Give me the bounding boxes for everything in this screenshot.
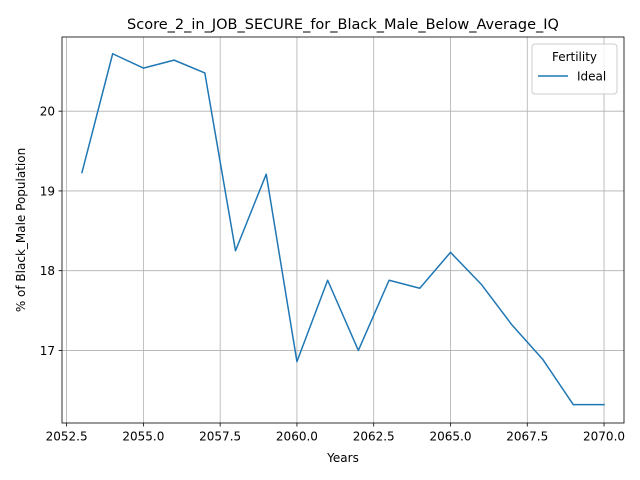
x-tick-label: 2055.0 — [122, 430, 164, 444]
legend-entry-ideal: Ideal — [577, 70, 606, 84]
y-tick-label: 20 — [40, 105, 55, 119]
x-axis-label: Years — [326, 451, 359, 465]
y-tick-label: 19 — [40, 184, 55, 198]
series-line-ideal — [81, 53, 605, 406]
x-tick-label: 2062.5 — [353, 430, 395, 444]
legend: Fertility Ideal — [531, 43, 618, 95]
x-tick-label: 2057.5 — [199, 430, 241, 444]
plot-frame — [61, 36, 625, 424]
chart-title: Score_2_in_JOB_SECURE_for_Black_Male_Bel… — [127, 17, 559, 33]
grid-lines — [62, 37, 624, 423]
y-tick-label: 17 — [40, 344, 55, 358]
legend-title: Fertility — [552, 50, 597, 64]
x-tick-label: 2067.5 — [506, 430, 548, 444]
y-axis-label: % of Black_Male Population — [14, 148, 28, 312]
y-tick-label: 18 — [40, 264, 55, 278]
x-tick-label: 2065.0 — [429, 430, 471, 444]
x-tick-label: 2060.0 — [276, 430, 318, 444]
legend-box — [531, 43, 618, 95]
x-tick-label: 2070.0 — [583, 430, 625, 444]
series-lines — [81, 53, 605, 406]
x-tick-label: 2052.5 — [46, 430, 88, 444]
axis-ticks: 2052.5 2055.0 2057.5 2060.0 2062.5 2065.0 2067… — [40, 105, 625, 444]
